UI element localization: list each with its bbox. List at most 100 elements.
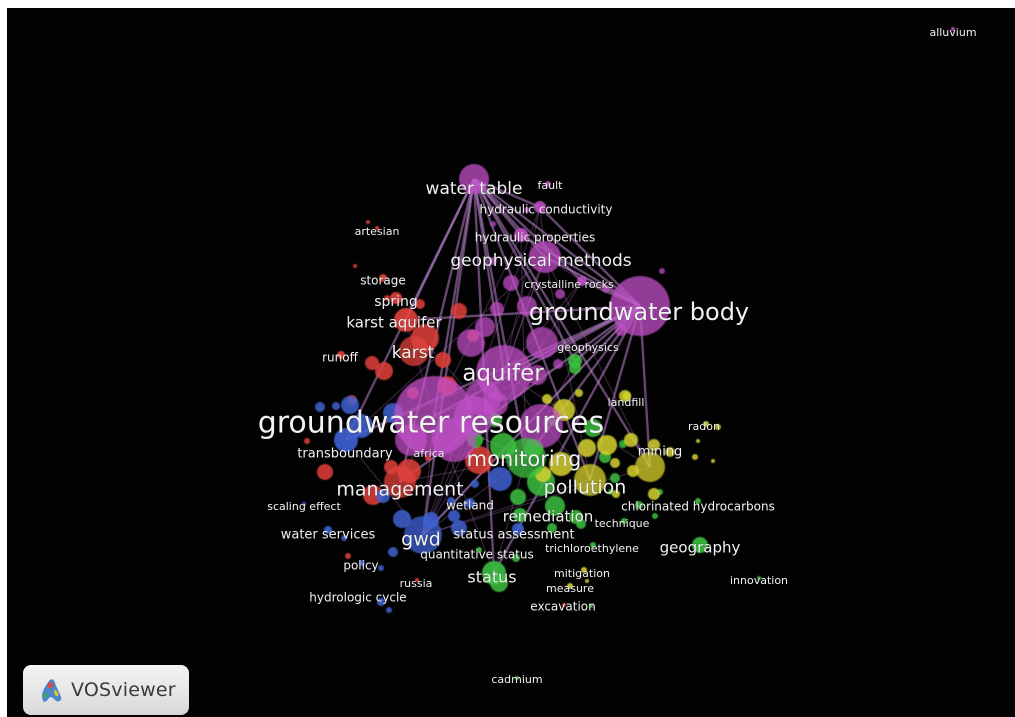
keyword-label[interactable]: russia: [399, 577, 433, 591]
keyword-node[interactable]: [514, 228, 528, 242]
keyword-label[interactable]: spring: [374, 294, 418, 311]
keyword-node[interactable]: [695, 498, 701, 504]
network-node-green[interactable]: [576, 519, 586, 529]
network-node-purple[interactable]: [490, 302, 504, 316]
network-node-yellow[interactable]: [610, 458, 620, 468]
keyword-node[interactable]: [390, 292, 402, 304]
keyword-label[interactable]: radon: [688, 420, 721, 434]
network-node-purple[interactable]: [602, 285, 610, 293]
network-node-blue[interactable]: [376, 489, 390, 503]
keyword-node[interactable]: [337, 351, 345, 359]
keyword-node[interactable]: [476, 547, 482, 553]
network-node-green[interactable]: [547, 523, 557, 533]
keyword-node[interactable]: [512, 523, 524, 535]
network-node-yellow[interactable]: [665, 447, 675, 457]
keyword-label[interactable]: geophysical methods: [450, 251, 632, 272]
network-node-purple[interactable]: [527, 365, 547, 385]
keyword-label[interactable]: landfill: [607, 396, 645, 410]
keyword-node[interactable]: [610, 276, 670, 336]
network-node-purple[interactable]: [659, 268, 665, 274]
network-node-purple[interactable]: [490, 221, 496, 227]
network-node-blue[interactable]: [447, 497, 455, 505]
keyword-node[interactable]: [574, 464, 606, 496]
keyword-label[interactable]: artesian: [354, 225, 400, 239]
keyword-label[interactable]: storage: [360, 273, 406, 288]
keyword-node[interactable]: [506, 438, 546, 478]
network-node-purple[interactable]: [519, 404, 563, 448]
keyword-node[interactable]: [379, 274, 387, 282]
network-node-yellow[interactable]: [612, 490, 620, 498]
keyword-node[interactable]: [545, 181, 551, 187]
keyword-node[interactable]: [513, 508, 527, 522]
keyword-label[interactable]: scaling effect: [267, 500, 342, 514]
network-node-blue[interactable]: [378, 565, 384, 571]
keyword-node[interactable]: [621, 518, 627, 524]
network-node-yellow[interactable]: [542, 394, 552, 404]
keyword-label[interactable]: crystalline rocks: [524, 278, 614, 292]
keyword-node[interactable]: [425, 455, 431, 461]
keyword-label[interactable]: groundwater resources: [257, 405, 605, 441]
keyword-node[interactable]: [476, 345, 532, 401]
network-node-purple[interactable]: [475, 317, 495, 337]
keyword-node[interactable]: [529, 241, 561, 273]
keyword-node[interactable]: [567, 583, 573, 589]
keyword-label[interactable]: mining: [637, 444, 683, 460]
keyword-label[interactable]: karst: [391, 343, 435, 364]
keyword-label[interactable]: africa: [413, 447, 445, 461]
keyword-label[interactable]: wetland: [446, 498, 494, 513]
keyword-node[interactable]: [465, 498, 475, 508]
keyword-label[interactable]: hydraulic properties: [474, 230, 596, 245]
network-node-red[interactable]: [375, 362, 393, 380]
keyword-label[interactable]: remediation: [502, 507, 594, 526]
keyword-node[interactable]: [482, 561, 506, 585]
keyword-co-occurrence-network[interactable]: alluvium water table fault hydraulic conduc…: [7, 8, 1015, 717]
keyword-label[interactable]: pollution: [543, 476, 627, 499]
network-node-blue[interactable]: [332, 402, 340, 410]
keyword-node[interactable]: [324, 526, 332, 534]
keyword-label[interactable]: monitoring: [466, 447, 582, 472]
keyword-node[interactable]: [394, 308, 418, 332]
network-node-red[interactable]: [415, 299, 425, 309]
keyword-label[interactable]: hydrologic cycle: [309, 590, 407, 605]
network-node-purple[interactable]: [517, 296, 537, 316]
keyword-label[interactable]: hydraulic conductivity: [479, 202, 613, 217]
network-node-green[interactable]: [589, 604, 593, 608]
keyword-label[interactable]: runoff: [322, 350, 359, 365]
keyword-node[interactable]: [359, 560, 365, 566]
network-node-yellow[interactable]: [624, 433, 638, 447]
network-node-purple[interactable]: [503, 275, 519, 291]
network-node-red[interactable]: [353, 264, 357, 268]
network-node-purple[interactable]: [489, 257, 497, 265]
network-node-blue[interactable]: [393, 510, 411, 528]
network-node-purple[interactable]: [553, 359, 563, 369]
keyword-label[interactable]: status: [467, 567, 517, 587]
network-node-purple[interactable]: [555, 289, 565, 299]
network-node-blue[interactable]: [471, 480, 479, 488]
keyword-node[interactable]: [590, 542, 596, 548]
network-node-yellow[interactable]: [696, 439, 700, 443]
network-node-purple[interactable]: [524, 207, 530, 213]
keyword-node[interactable]: [302, 502, 306, 506]
keyword-label[interactable]: transboundary: [297, 446, 393, 462]
keyword-node[interactable]: [692, 537, 708, 553]
network-node-red[interactable]: [304, 438, 310, 444]
keyword-label[interactable]: geography: [659, 538, 741, 557]
network-node-blue[interactable]: [448, 510, 460, 522]
keyword-node[interactable]: [394, 376, 474, 456]
network-node-yellow[interactable]: [549, 452, 573, 476]
network-node-yellow[interactable]: [597, 435, 617, 455]
keyword-node[interactable]: [515, 676, 519, 680]
keyword-node[interactable]: [635, 452, 665, 482]
network-node-red[interactable]: [384, 295, 390, 301]
network-node-green[interactable]: [635, 501, 643, 509]
keyword-label[interactable]: alluvium: [929, 26, 977, 40]
keyword-node[interactable]: [534, 201, 546, 213]
network-node-blue[interactable]: [341, 535, 347, 541]
network-node-blue[interactable]: [315, 402, 325, 412]
keyword-node[interactable]: [757, 576, 761, 580]
keyword-label[interactable]: management: [336, 478, 464, 501]
keyword-label[interactable]: fault: [537, 179, 564, 193]
network-node-red[interactable]: [317, 464, 333, 480]
keyword-node[interactable]: [334, 428, 358, 452]
network-node-blue[interactable]: [451, 520, 467, 536]
